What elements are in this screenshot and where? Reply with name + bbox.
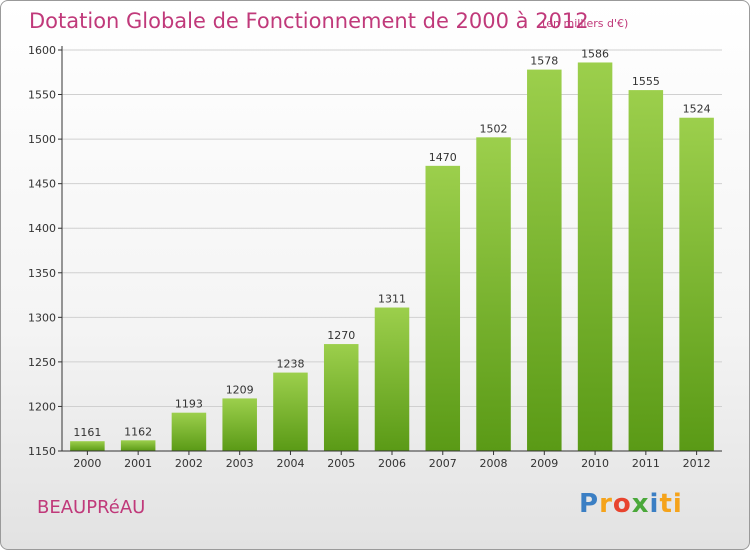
proxiti-logo: Proxiti (579, 489, 683, 519)
y-tick-label: 1300 (28, 311, 56, 324)
x-tick-label: 2009 (530, 457, 558, 470)
y-tick-label: 1350 (28, 267, 56, 280)
data-label: 1209 (226, 383, 254, 396)
y-tick-label: 1400 (28, 222, 56, 235)
x-tick-label: 2003 (226, 457, 254, 470)
y-tick-label: 1150 (28, 445, 56, 458)
x-tick-label: 2004 (276, 457, 304, 470)
x-tick-label: 2007 (429, 457, 457, 470)
x-tick-label: 2006 (378, 457, 406, 470)
bar (527, 69, 562, 452)
bar (679, 117, 714, 452)
bar (577, 62, 613, 451)
bar (70, 441, 105, 451)
data-label: 1162 (124, 425, 152, 438)
logo-letter: ti (659, 489, 683, 519)
x-tick-label: 2010 (581, 457, 609, 470)
bar (425, 165, 461, 451)
data-label: 1578 (530, 55, 558, 68)
y-tick-label: 1600 (28, 44, 56, 57)
data-label: 1270 (327, 329, 355, 342)
bar (120, 440, 156, 451)
x-tick-label: 2005 (327, 457, 355, 470)
data-label: 1502 (480, 122, 508, 135)
x-tick-label: 2012 (683, 457, 711, 470)
bar (628, 90, 664, 451)
chart-title: Dotation Globale de Fonctionnement de 20… (29, 9, 589, 33)
logo-letter: x (631, 489, 650, 519)
data-label: 1586 (581, 47, 609, 60)
data-label: 1161 (73, 426, 101, 439)
x-tick-label: 2011 (632, 457, 660, 470)
data-label: 1524 (683, 103, 711, 116)
logo-letter: i (649, 489, 660, 519)
bar (273, 372, 308, 451)
bar (323, 344, 359, 451)
y-tick-label: 1500 (28, 133, 56, 146)
data-label: 1238 (276, 358, 304, 371)
data-label: 1555 (632, 75, 660, 88)
chart-unit: (en milliers d'€) (542, 17, 629, 30)
y-tick-label: 1250 (28, 356, 56, 369)
bar (476, 137, 511, 451)
y-tick-label: 1450 (28, 178, 56, 191)
bar (222, 398, 257, 451)
logo-letter: P (579, 489, 600, 519)
data-label: 1193 (175, 398, 203, 411)
x-tick-label: 2002 (175, 457, 203, 470)
logo-letter: o (612, 489, 632, 519)
commune-name: BEAUPRéAU (37, 497, 146, 518)
x-tick-label: 2000 (73, 457, 101, 470)
y-tick-label: 1550 (28, 89, 56, 102)
logo-letter: r (599, 489, 613, 519)
bar (374, 307, 410, 451)
x-tick-label: 2001 (124, 457, 152, 470)
x-tick-label: 2008 (480, 457, 508, 470)
data-label: 1311 (378, 293, 406, 306)
bar (171, 412, 207, 451)
data-label: 1470 (429, 151, 457, 164)
y-tick-label: 1200 (28, 400, 56, 413)
